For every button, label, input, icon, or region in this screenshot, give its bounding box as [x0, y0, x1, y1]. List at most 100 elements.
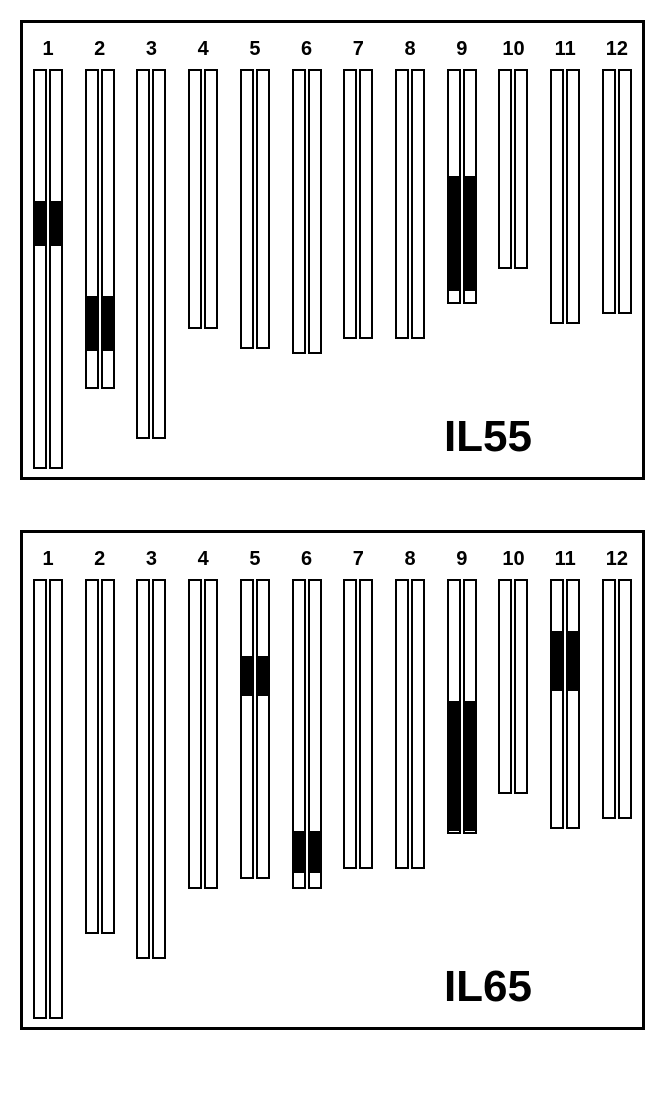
chromosome-pair: [188, 69, 218, 329]
column-7: 7: [343, 548, 373, 869]
chromosome-pair: [395, 579, 425, 869]
column-label: 1: [42, 38, 53, 61]
chromosome-pair: [292, 69, 322, 354]
chromosome-bar: [514, 579, 528, 794]
chromosome-bar: [33, 69, 47, 469]
panel-il65: 123456789101112IL65: [20, 530, 645, 1030]
column-11: 11: [550, 38, 580, 324]
chromosome-bar: [395, 579, 409, 869]
chromosome-pair: [240, 579, 270, 879]
chromosome-bar: [240, 69, 254, 349]
band: [465, 176, 475, 291]
chromosome-bar: [33, 579, 47, 1019]
column-label: 4: [198, 548, 209, 571]
chromosome-bar: [447, 579, 461, 834]
chromosome-bar: [308, 69, 322, 354]
chromosome-pair: [33, 579, 63, 1019]
band: [310, 831, 320, 873]
column-label: 5: [249, 548, 260, 571]
column-label: 11: [555, 548, 576, 571]
column-label: 9: [456, 38, 467, 61]
chromosome-bar: [256, 579, 270, 879]
chromosome-bar: [618, 579, 632, 819]
chromosome-bar: [49, 69, 63, 469]
column-label: 2: [94, 548, 105, 571]
column-2: 2: [85, 548, 115, 934]
column-9: 9: [447, 548, 477, 834]
chromosome-bar: [359, 579, 373, 869]
chromosome-bar: [618, 69, 632, 314]
column-label: 4: [198, 38, 209, 61]
chromosome-bar: [292, 69, 306, 354]
band: [294, 831, 304, 873]
chromosome-pair: [447, 69, 477, 304]
chromosome-bar: [85, 579, 99, 934]
column-2: 2: [85, 38, 115, 389]
column-8: 8: [395, 548, 425, 869]
chromosome-bar: [463, 579, 477, 834]
chromosome-bar: [136, 69, 150, 439]
columns-container: 123456789101112: [33, 38, 632, 469]
column-label: 8: [404, 38, 415, 61]
band: [449, 176, 459, 291]
chromosome-pair: [550, 69, 580, 324]
column-10: 10: [498, 548, 528, 794]
chromosome-bar: [152, 579, 166, 959]
column-label: 11: [555, 38, 576, 61]
column-5: 5: [240, 548, 270, 879]
chromosome-bar: [343, 69, 357, 339]
chromosome-bar: [411, 69, 425, 339]
panel-il55: 123456789101112IL55: [20, 20, 645, 480]
column-label: 12: [606, 38, 628, 61]
column-label: 6: [301, 38, 312, 61]
chromosome-pair: [85, 69, 115, 389]
chromosome-bar: [85, 69, 99, 389]
band: [258, 656, 268, 696]
column-label: 7: [353, 38, 364, 61]
column-12: 12: [602, 38, 632, 314]
panel-title: IL55: [444, 412, 532, 462]
column-label: 7: [353, 548, 364, 571]
chromosome-pair: [498, 69, 528, 269]
band: [87, 296, 97, 351]
column-11: 11: [550, 548, 580, 829]
column-10: 10: [498, 38, 528, 269]
band: [51, 201, 61, 246]
band: [103, 296, 113, 351]
chromosome-pair: [85, 579, 115, 934]
chromosome-bar: [550, 579, 564, 829]
chromosome-pair: [292, 579, 322, 889]
chromosome-bar: [188, 579, 202, 889]
chromosome-bar: [256, 69, 270, 349]
chromosome-bar: [152, 69, 166, 439]
chromosome-bar: [49, 579, 63, 1019]
chromosome-pair: [343, 579, 373, 869]
chromosome-bar: [498, 579, 512, 794]
column-label: 3: [146, 38, 157, 61]
chromosome-bar: [101, 69, 115, 389]
chromosome-bar: [101, 579, 115, 934]
column-9: 9: [447, 38, 477, 304]
chromosome-pair: [395, 69, 425, 339]
column-label: 1: [42, 548, 53, 571]
chromosome-pair: [447, 579, 477, 834]
columns-container: 123456789101112: [33, 548, 632, 1019]
chromosome-bar: [566, 69, 580, 324]
chromosome-bar: [514, 69, 528, 269]
chromosome-bar: [550, 69, 564, 324]
column-1: 1: [33, 548, 63, 1019]
chromosome-pair: [136, 579, 166, 959]
chromosome-pair: [343, 69, 373, 339]
band: [465, 701, 475, 831]
chromosome-bar: [602, 69, 616, 314]
band: [242, 656, 252, 696]
column-label: 3: [146, 548, 157, 571]
column-7: 7: [343, 38, 373, 339]
chromosome-pair: [602, 69, 632, 314]
chromosome-bar: [602, 579, 616, 819]
column-label: 6: [301, 548, 312, 571]
column-6: 6: [292, 548, 322, 889]
band: [568, 631, 578, 691]
chromosome-pair: [188, 579, 218, 889]
diagram-root: 123456789101112IL55123456789101112IL65: [20, 20, 645, 1030]
